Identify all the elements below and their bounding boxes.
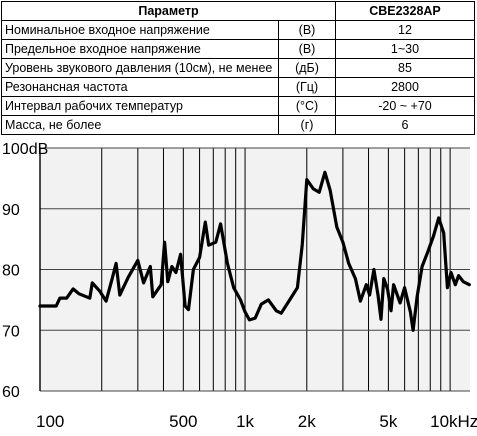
y-tick-label: 60 [2, 384, 20, 401]
param-value: -20 ~ +70 [335, 96, 475, 116]
frequency-response-chart: 100dB 90 80 70 60 100 500 1k 2k 5k 10kHz [0, 140, 477, 431]
param-value: 12 [335, 20, 475, 40]
y-tick-labels: 100dB 90 80 70 60 [2, 141, 48, 401]
y-tick-label: 80 [2, 263, 20, 280]
table-row: Номинальное входное напряжение (В) 12 [1, 20, 475, 40]
param-name: Масса, не более [1, 115, 279, 135]
table-row: Резонансная частота (Гц) 2800 [1, 77, 475, 97]
x-tick-labels: 100 500 1k 2k 5k 10kHz [36, 412, 477, 431]
grid [39, 147, 470, 392]
spec-table: Параметр CBE2328AP Номинальное входное н… [1, 1, 475, 135]
x-tick-label: 2k [298, 412, 316, 431]
x-tick-label: 100 [36, 412, 64, 431]
param-unit: (°С) [278, 96, 336, 116]
table-row: Масса, не более (г) 6 [1, 115, 475, 135]
param-value: 2800 [335, 77, 475, 97]
param-value: 85 [335, 58, 475, 78]
x-tick-label: 10kHz [430, 412, 477, 431]
x-tick-label: 500 [169, 412, 197, 431]
param-name: Резонансная частота [1, 77, 279, 97]
header-param: Параметр [1, 1, 336, 21]
x-tick-label: 1k [236, 412, 254, 431]
param-unit: (дБ) [278, 58, 336, 78]
table-row: Интервал рабочих температур (°С) -20 ~ +… [1, 96, 475, 116]
param-unit: (В) [278, 39, 336, 59]
x-tick-label: 5k [379, 412, 397, 431]
header-model: CBE2328AP [335, 1, 475, 21]
param-unit: (В) [278, 20, 336, 40]
series [38, 170, 471, 332]
param-value: 6 [335, 115, 475, 135]
param-name: Предельное входное напряжение [1, 39, 279, 59]
spec-table-header: Параметр CBE2328AP [1, 1, 475, 21]
param-name: Номинальное входное напряжение [1, 20, 279, 40]
param-value: 1~30 [335, 39, 475, 59]
param-name: Уровень звукового давления (10см), не ме… [1, 58, 279, 78]
response-curve [38, 170, 471, 332]
param-unit: (г) [278, 115, 336, 135]
table-row: Уровень звукового давления (10см), не ме… [1, 58, 475, 78]
param-name: Интервал рабочих температур [1, 96, 279, 116]
y-tick-label: 70 [2, 323, 20, 340]
frequency-response-plot: 100dB 90 80 70 60 100 500 1k 2k 5k 10kHz [2, 141, 477, 431]
param-unit: (Гц) [278, 77, 336, 97]
table-row: Предельное входное напряжение (В) 1~30 [1, 39, 475, 59]
y-tick-label: 90 [2, 202, 20, 219]
y-tick-label: 100dB [2, 141, 48, 158]
